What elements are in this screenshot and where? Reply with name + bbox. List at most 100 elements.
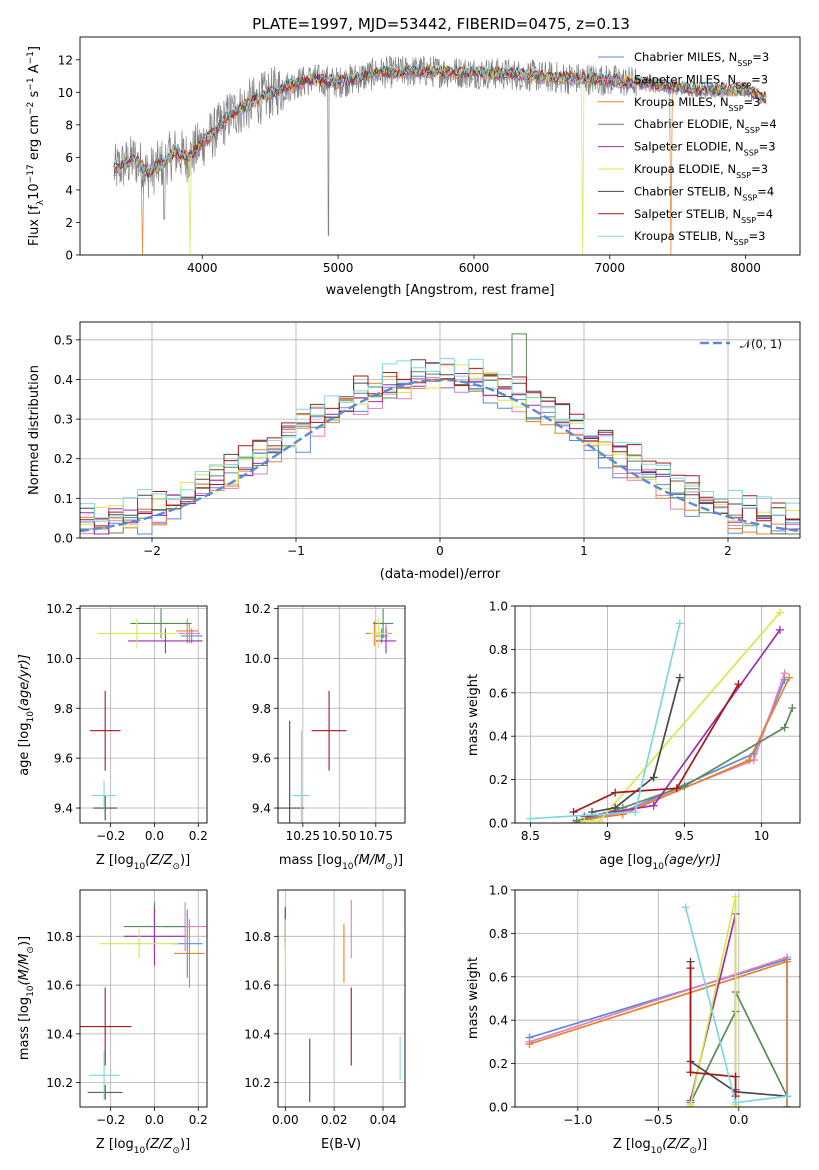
legend-entry: Salpeter MILES, NSSP=3 xyxy=(634,72,768,90)
weight-series xyxy=(572,673,794,823)
weight-marker xyxy=(745,756,754,765)
weight-line xyxy=(573,673,786,823)
legend-entry: Kroupa STELIB, NSSP=3 xyxy=(634,229,765,247)
errorbar-point xyxy=(89,690,121,771)
legend-entry: Kroupa MILES, NSSP=3 xyxy=(634,95,760,113)
y-tick-label: 1.0 xyxy=(489,600,508,614)
weight-marker xyxy=(649,801,658,810)
errorbar-point xyxy=(174,919,205,988)
y-tick-label: 0.3 xyxy=(54,413,73,427)
figure-title: PLATE=1997, MJD=53442, FIBERID=0475, z=0… xyxy=(252,15,630,33)
y-tick-label: 9.6 xyxy=(252,752,271,766)
legend-entry: Chabrier STELIB, NSSP=4 xyxy=(634,184,774,202)
axes-frame xyxy=(514,889,801,1108)
y-tick-label: 10.2 xyxy=(46,602,73,616)
errorbar-point xyxy=(292,730,311,823)
y-tick-label: 10.0 xyxy=(244,652,271,666)
plot-area xyxy=(113,55,767,255)
weight-series xyxy=(526,619,684,823)
x-tick-label: −1.0 xyxy=(563,1113,592,1127)
y-axis-label: mass weight xyxy=(466,674,481,756)
weight-marker xyxy=(780,723,789,732)
weight-series xyxy=(686,964,740,1101)
weight-marker xyxy=(675,673,684,682)
y-tick-label: 0.8 xyxy=(489,927,508,941)
weight-marker xyxy=(788,703,797,712)
axes-mass_vs_Z: −0.2 0.0 0.2 10.2 10.4 10.6 10.8 xyxy=(46,889,208,1127)
plot-area xyxy=(278,608,397,823)
x-tick-label: 10.25 xyxy=(286,829,320,843)
y-tick-label: 9.4 xyxy=(252,802,271,816)
legend-entry: Chabrier MILES, NSSP=3 xyxy=(634,50,769,68)
y-axis-label: age [log10(age/yr)] xyxy=(17,654,36,776)
plot-area xyxy=(284,899,401,1103)
axes-mass_vs_ebv: 0.00 0.02 0.04 10.2 10.4 10.6 10.8 xyxy=(244,889,406,1127)
x-tick-label: 6000 xyxy=(459,261,490,275)
plot-area xyxy=(80,333,800,535)
plot-area xyxy=(525,892,792,1107)
y-tick-label: 0.4 xyxy=(54,373,73,387)
errorbar-point xyxy=(87,1085,123,1100)
y-tick-label: 10.8 xyxy=(46,930,73,944)
x-tick-label: 10.50 xyxy=(322,829,356,843)
x-axis-label: wavelength [Angstrom, rest frame] xyxy=(326,283,555,298)
x-tick-label: 5000 xyxy=(323,261,354,275)
plot-area xyxy=(89,608,203,821)
errorbar-point xyxy=(278,720,305,823)
weight-series xyxy=(580,625,784,821)
legend-entry: Kroupa ELODIE, NSSP=3 xyxy=(634,162,768,180)
x-axis-label: Z [log10(Z/Z⊙)] xyxy=(613,1137,707,1156)
errorbar-point xyxy=(123,907,186,966)
legend-entry: 𝒩(0, 1) xyxy=(740,337,782,351)
y-axis-label: mass [log10(M/M⊙)] xyxy=(17,936,36,1060)
weight-marker xyxy=(783,957,792,966)
axes-weight_vs_age: 8.5 9 9.5 10 0.0 0.2 0.4 0.6 0.8 1.0 xyxy=(489,600,801,843)
y-tick-label: 0.0 xyxy=(489,817,508,831)
weight-series xyxy=(686,892,740,1107)
x-axis-label: (data-model)/error xyxy=(380,567,501,582)
x-tick-label: 10 xyxy=(754,829,769,843)
axes-frame xyxy=(514,605,801,824)
errorbar-point xyxy=(92,780,117,811)
plot-area xyxy=(80,902,207,1100)
y-tick-label: 0.4 xyxy=(489,730,508,744)
y-tick-label: 9.6 xyxy=(54,752,73,766)
x-tick-label: 9 xyxy=(604,829,612,843)
y-tick-label: 10.0 xyxy=(46,652,73,666)
weight-marker xyxy=(780,669,789,678)
legend-entry: Salpeter ELODIE, NSSP=3 xyxy=(634,140,776,158)
weight-marker xyxy=(734,680,743,689)
y-tick-label: 10.6 xyxy=(46,979,73,993)
weight-marker xyxy=(525,1040,534,1049)
weight-marker xyxy=(580,816,589,823)
y-axis-label: mass weight xyxy=(466,957,481,1039)
weight-line xyxy=(591,677,681,813)
y-tick-label: 2 xyxy=(65,216,73,230)
weight-marker xyxy=(631,808,640,817)
errorbar-point xyxy=(88,1050,120,1100)
axes-residuals: −2 −1 0 1 2 0.0 0.1 0.2 0.3 0.4 0.5 xyxy=(54,321,801,558)
y-tick-label: 10.6 xyxy=(244,979,271,993)
weight-marker xyxy=(611,788,620,797)
weight-marker xyxy=(649,773,658,782)
weight-marker xyxy=(686,1068,695,1077)
axes-weight_vs_Z: −1.0 −0.5 0.0 0.0 0.2 0.4 0.6 0.8 1.0 xyxy=(489,884,801,1127)
errorbar-point xyxy=(128,628,203,654)
weight-marker xyxy=(572,816,581,823)
x-tick-label: 4000 xyxy=(187,261,218,275)
weight-marker xyxy=(731,892,740,901)
y-tick-label: 10.8 xyxy=(244,930,271,944)
weight-marker xyxy=(569,808,578,817)
histogram-series xyxy=(80,358,800,522)
weight-marker xyxy=(775,608,784,617)
x-tick-label: 10.75 xyxy=(359,829,393,843)
x-tick-label: −2 xyxy=(143,544,161,558)
x-axis-label: mass [log10(M/M⊙)] xyxy=(279,853,403,872)
y-tick-label: 10.2 xyxy=(244,602,271,616)
y-tick-label: 10.4 xyxy=(244,1027,271,1041)
x-tick-label: 7000 xyxy=(595,261,626,275)
x-tick-label: 0.04 xyxy=(370,1113,397,1127)
y-tick-label: 10 xyxy=(58,86,73,100)
x-tick-label: 9.5 xyxy=(675,829,694,843)
axes-frame xyxy=(277,605,406,824)
